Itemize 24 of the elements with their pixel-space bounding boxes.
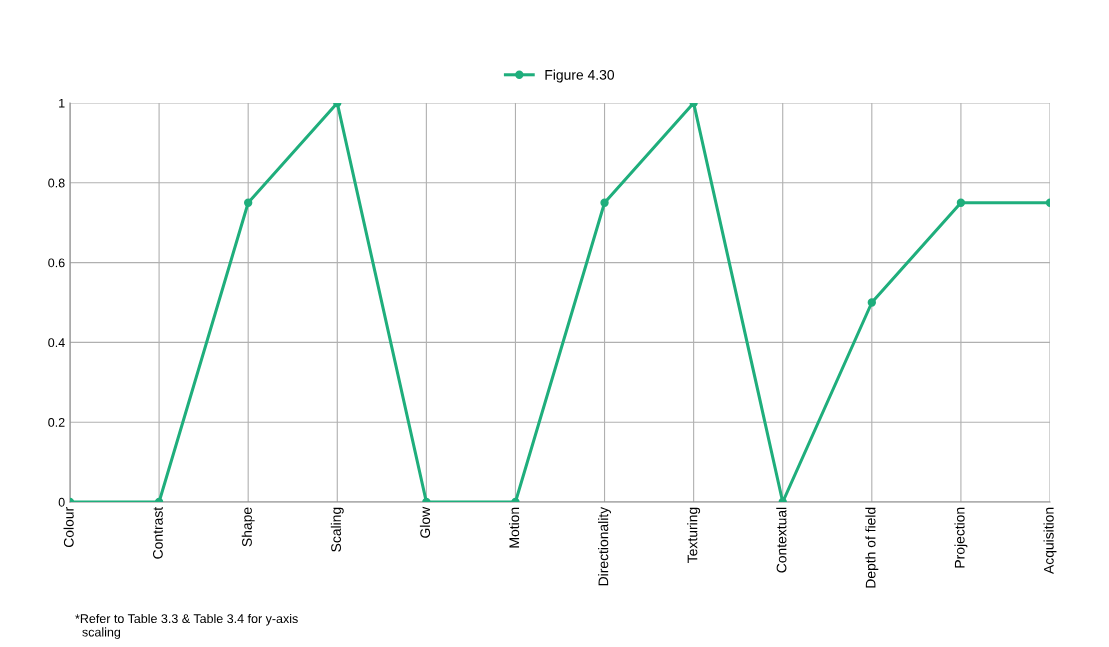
x-tick-label: Scaling: [330, 507, 344, 552]
point: [600, 198, 609, 207]
y-tick-label: 0.8: [48, 178, 65, 188]
x-tick-label: Shape: [241, 507, 255, 547]
x-tick-label: Texturing: [687, 507, 701, 563]
x-tick-label: Acquisition: [1043, 507, 1057, 574]
x-tick-label: Projection: [954, 507, 968, 568]
point: [244, 198, 253, 207]
y-tick-label: 0.2: [48, 418, 65, 427]
y-tick-label: 0.6: [48, 258, 65, 268]
legend-label: Figure 4.30: [545, 69, 615, 83]
y-tick-label: 0.4: [48, 338, 65, 348]
x-tick-label: Glow: [419, 506, 431, 538]
y-tick-label: 0: [58, 497, 65, 507]
point: [867, 298, 876, 307]
x-tick-label: Contrast: [152, 506, 163, 559]
x-tick-label: Depth of field: [865, 507, 879, 588]
point: [956, 198, 966, 207]
x-tick-label: Colour: [63, 507, 74, 548]
y-tick-label: 1: [59, 98, 65, 108]
x-tick-label: Directionality: [598, 506, 612, 586]
x-tick-label: Motion: [508, 507, 520, 548]
x-tick-label: Contextual: [776, 507, 787, 573]
text: *Refer to Table 3.3 & Table 3.4 for y-axis scaling: [75, 613, 298, 639]
